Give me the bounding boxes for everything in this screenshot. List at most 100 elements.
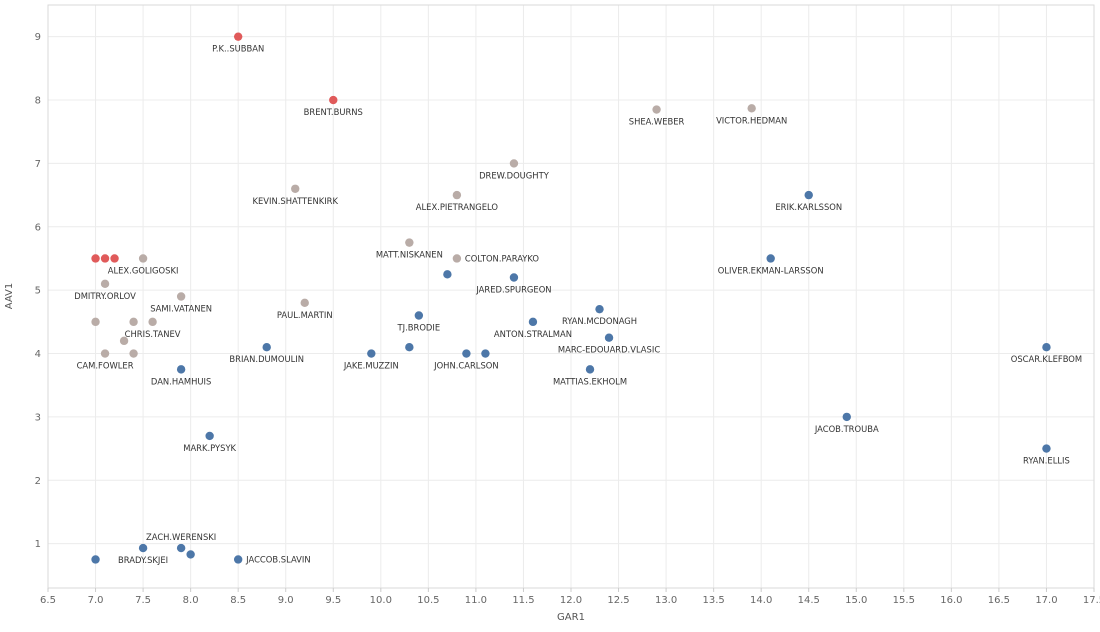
data-point[interactable] <box>233 555 243 564</box>
data-point[interactable] <box>652 105 661 114</box>
x-tick-label: 9.5 <box>325 595 341 606</box>
data-point[interactable] <box>747 104 756 113</box>
y-tick-label: 2 <box>35 476 41 487</box>
data-point[interactable] <box>443 270 452 279</box>
data-point[interactable] <box>300 298 309 308</box>
point-label: VICTOR.HEDMAN <box>716 115 787 125</box>
data-point[interactable] <box>91 555 100 564</box>
data-point[interactable] <box>585 365 595 374</box>
point-label: RYAN.ELLIS <box>1023 456 1070 466</box>
point-label: MATTIAS.EKHOLM <box>553 376 627 386</box>
data-point[interactable] <box>110 254 119 263</box>
y-tick-label: 9 <box>35 32 41 43</box>
point-label: P.K..SUBBAN <box>212 44 264 54</box>
point-label: DREW.DOUGHTY <box>479 170 550 180</box>
data-point[interactable] <box>129 349 138 358</box>
data-point[interactable] <box>119 336 129 346</box>
x-tick-label: 12.5 <box>607 595 629 606</box>
point-label: ALEX.GOLIGOSKI <box>108 265 179 275</box>
data-point[interactable] <box>205 431 214 441</box>
data-point[interactable] <box>1042 342 1051 352</box>
x-tick-label: 17.5 <box>1083 595 1100 606</box>
data-point[interactable] <box>129 317 138 327</box>
point-label: MATT.NISKANEN <box>376 250 443 260</box>
x-tick-label: 13.5 <box>703 595 725 606</box>
data-point[interactable] <box>138 254 148 263</box>
x-tick-label: 6.5 <box>40 595 56 606</box>
data-point[interactable] <box>509 159 519 168</box>
x-tick-label: 7.5 <box>135 595 151 606</box>
x-tick-label: 16.5 <box>988 595 1010 606</box>
data-point[interactable] <box>804 190 813 200</box>
data-point[interactable] <box>176 292 186 301</box>
y-tick-label: 8 <box>35 96 41 107</box>
data-point[interactable] <box>100 279 110 289</box>
y-axis-ticks: 1 2 3 4 5 6 7 8 9 <box>35 32 41 550</box>
point-label: PAUL.MARTIN <box>277 310 333 320</box>
data-point[interactable] <box>405 238 414 247</box>
x-tick-label: 10.0 <box>370 595 392 606</box>
point-label: OLIVER.EKMAN-LARSSON <box>718 265 824 275</box>
point-label: MARK.PYSYK <box>183 443 236 453</box>
x-tick-label: 10.5 <box>417 595 439 606</box>
point-label: COLTON.PARAYKO <box>465 253 540 263</box>
data-point[interactable] <box>176 543 186 553</box>
point-label: KEVIN.SHATTENKIRK <box>252 196 338 206</box>
data-point[interactable] <box>842 412 851 422</box>
point-label: JARED.SPURGEON <box>475 284 551 294</box>
point-label: JACCOB.SLAVIN <box>245 554 310 564</box>
x-tick-label: 12.0 <box>560 595 582 606</box>
data-point[interactable] <box>462 349 471 358</box>
data-point[interactable] <box>262 342 271 352</box>
data-point[interactable] <box>291 184 300 193</box>
point-labels: P.K..SUBBAN BRENT.BURNS SHEA.WEBER VICTOR.H… <box>74 44 1082 565</box>
point-label: TJ.BRODIE <box>397 323 441 333</box>
data-point[interactable] <box>528 317 538 327</box>
data-point[interactable] <box>766 254 775 263</box>
data-point[interactable] <box>91 317 100 327</box>
data-point[interactable] <box>509 273 519 282</box>
data-point[interactable] <box>148 317 157 327</box>
data-point[interactable] <box>595 304 604 314</box>
data-point[interactable] <box>100 254 110 263</box>
data-point[interactable] <box>91 254 100 263</box>
gridlines <box>47 5 1095 588</box>
data-point[interactable] <box>481 349 490 358</box>
y-tick-label: 4 <box>35 349 41 360</box>
point-label: CAM.FOWLER <box>77 361 134 371</box>
y-tick-label: 7 <box>35 159 41 170</box>
data-point[interactable] <box>1042 444 1051 453</box>
point-label: JAKE.MUZZIN <box>343 361 399 371</box>
x-tick-label: 14.5 <box>798 595 820 606</box>
data-point[interactable] <box>100 349 110 358</box>
data-point[interactable] <box>414 311 424 320</box>
data-point[interactable] <box>367 349 376 358</box>
data-point[interactable] <box>329 95 338 105</box>
y-axis-title: AAV1 <box>4 283 15 310</box>
data-point[interactable] <box>138 543 148 553</box>
point-label: SAMI.VATANEN <box>150 304 212 314</box>
point-label: CHRIS.TANEV <box>125 329 181 339</box>
data-point[interactable] <box>452 254 462 263</box>
point-label: DMITRY.ORLOV <box>74 291 136 301</box>
data-point[interactable] <box>186 550 195 559</box>
point-label: ANTON.STRALMAN <box>494 329 572 339</box>
x-tick-label: 7.0 <box>88 595 104 606</box>
x-tick-label: 9.0 <box>278 595 294 606</box>
x-tick-label: 14.0 <box>750 595 772 606</box>
x-tick-label: 11.0 <box>465 595 487 606</box>
data-point[interactable] <box>176 365 186 374</box>
point-label: JACOB.TROUBA <box>814 424 879 434</box>
x-tick-label: 16.0 <box>940 595 962 606</box>
data-point[interactable] <box>405 342 414 352</box>
x-tick-label: 15.5 <box>893 595 915 606</box>
x-tick-label: 8.0 <box>183 595 199 606</box>
point-label: BRENT.BURNS <box>304 107 363 117</box>
x-tick-label: 8.5 <box>230 595 246 606</box>
data-point[interactable] <box>233 32 243 41</box>
data-point[interactable] <box>604 333 614 342</box>
point-label: ALEX.PIETRANGELO <box>416 202 499 212</box>
data-point[interactable] <box>452 190 462 200</box>
y-tick-label: 1 <box>35 539 41 550</box>
